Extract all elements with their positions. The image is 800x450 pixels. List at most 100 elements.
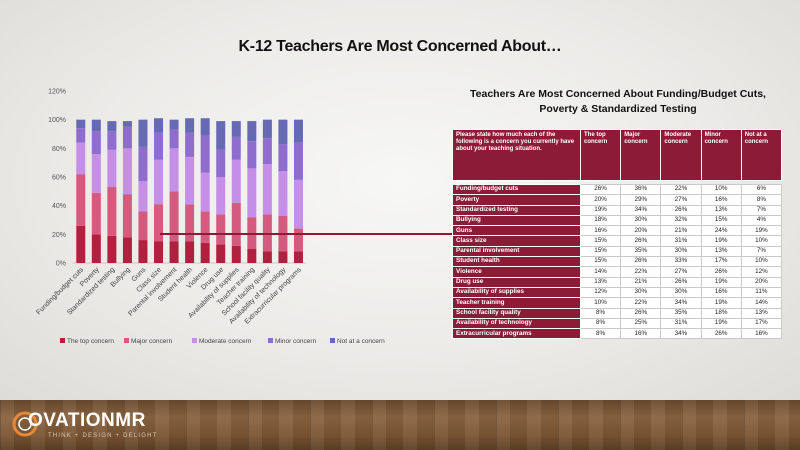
bar-segment bbox=[278, 251, 288, 263]
bar-segment bbox=[293, 179, 303, 229]
bar-segment bbox=[169, 241, 179, 263]
bar-segment bbox=[122, 126, 132, 149]
y-tick-label: 20% bbox=[52, 232, 66, 239]
table-cell-value: 31% bbox=[660, 317, 702, 330]
y-tick-label: 80% bbox=[52, 146, 66, 153]
table-cell-value: 17% bbox=[700, 256, 742, 268]
table-cell-value: 24% bbox=[700, 225, 742, 237]
table-header-not-a-concern: Not at a concern bbox=[740, 129, 783, 181]
bar-segment bbox=[185, 156, 195, 205]
logo-text: OVATIONMR bbox=[28, 410, 146, 431]
table-row-label: Standardized testing bbox=[452, 204, 581, 216]
bar-segment bbox=[293, 251, 303, 263]
table-cell-value: 34% bbox=[620, 204, 662, 216]
table-cell-value: 16% bbox=[740, 328, 783, 340]
table-header-minor-concern: Minor concern bbox=[700, 129, 742, 181]
table-row-label: Class size bbox=[452, 235, 581, 247]
bar-segment bbox=[169, 119, 179, 130]
table-cell-value: 30% bbox=[660, 286, 702, 299]
table-cell-value: 16% bbox=[620, 328, 662, 340]
table-cell-value: 19% bbox=[700, 235, 742, 247]
bar-segment bbox=[91, 234, 101, 263]
table-cell-value: 14% bbox=[579, 266, 622, 278]
bar-segment bbox=[138, 181, 148, 212]
table-cell-value: 21% bbox=[620, 276, 662, 288]
bar-segment bbox=[231, 159, 241, 203]
table-row: Extracurricular programs 8% 16% 34% 26% 16% bbox=[452, 328, 783, 340]
bar-segment bbox=[247, 141, 257, 169]
table-cell-value: 26% bbox=[620, 256, 662, 268]
bar-segment bbox=[262, 164, 272, 215]
legend-label: Moderate concern bbox=[199, 338, 252, 345]
table-cell-value: 30% bbox=[620, 214, 662, 227]
bar-segment bbox=[76, 174, 86, 226]
table-cell-value: 11% bbox=[740, 286, 783, 299]
bar-segment bbox=[200, 118, 210, 136]
wood-floor-decoration bbox=[0, 400, 800, 450]
table-row: Availability of technology 8% 25% 31% 19% 17% bbox=[452, 317, 783, 330]
bar-segment bbox=[247, 121, 257, 142]
bar-segment bbox=[154, 159, 164, 205]
logo-ring-icon bbox=[12, 411, 38, 437]
table-row: Violence 14% 22% 27% 26% 12% bbox=[452, 266, 783, 278]
bar-segment bbox=[91, 154, 101, 193]
table-cell-value: 16% bbox=[579, 225, 622, 237]
table-cell-value: 26% bbox=[660, 276, 702, 288]
table-cell-value: 13% bbox=[579, 276, 622, 288]
bar-segment bbox=[200, 135, 210, 173]
bar-segment bbox=[278, 171, 288, 216]
table-cell-value: 15% bbox=[579, 245, 622, 258]
bar-segment bbox=[154, 241, 164, 263]
table-cell-value: 25% bbox=[620, 317, 662, 330]
table-title: Teachers Are Most Concerned About Fundin… bbox=[448, 87, 788, 117]
table-row-label: Availability of technology bbox=[452, 317, 581, 330]
table-cell-value: 26% bbox=[700, 266, 742, 278]
table-row: Bullying 18% 30% 32% 15% 4% bbox=[452, 214, 783, 227]
y-tick-label: 0% bbox=[56, 261, 66, 268]
table-row: School facility quality 8% 26% 35% 18% 13% bbox=[452, 307, 783, 319]
table-cell-value: 15% bbox=[700, 214, 742, 227]
y-tick-label: 120% bbox=[48, 89, 66, 96]
bar-segment bbox=[216, 214, 226, 245]
table-cell-value: 12% bbox=[740, 266, 783, 278]
bar-segment bbox=[91, 131, 101, 155]
table-cell-value: 19% bbox=[700, 317, 742, 330]
table-cell-value: 15% bbox=[579, 235, 622, 247]
table-cell-value: 19% bbox=[579, 204, 622, 216]
table-cell-value: 19% bbox=[700, 297, 742, 309]
table-cell-value: 33% bbox=[660, 256, 702, 268]
bar-segment bbox=[76, 119, 86, 129]
table-row-label: Funding/budget cuts bbox=[452, 183, 581, 196]
bar-segment bbox=[76, 128, 86, 143]
bar-segment bbox=[231, 245, 241, 263]
table-cell-value: 10% bbox=[579, 297, 622, 309]
table-cell-value: 26% bbox=[700, 328, 742, 340]
table-cell-value: 4% bbox=[740, 214, 783, 227]
bar-segment bbox=[154, 204, 164, 242]
legend-label: The top concern bbox=[67, 338, 114, 345]
bar-segment bbox=[262, 251, 272, 263]
bar-segment bbox=[107, 131, 117, 150]
bar-segment bbox=[262, 119, 272, 139]
bar-segment bbox=[138, 119, 148, 147]
bar-segment bbox=[216, 244, 226, 263]
bar-segment bbox=[200, 172, 210, 212]
bar-segment bbox=[216, 177, 226, 215]
table-row-label: Guns bbox=[452, 225, 581, 237]
table-row-label: Drug use bbox=[452, 276, 581, 288]
table-title-line-1: Teachers Are Most Concerned About Fundin… bbox=[470, 88, 766, 100]
bar-segment bbox=[262, 214, 272, 252]
table-header-major-concern: Major concern bbox=[620, 129, 662, 181]
table-row: Funding/budget cuts 26% 36% 22% 10% 6% bbox=[452, 183, 783, 196]
bar-segment bbox=[107, 187, 117, 236]
table-cell-value: 13% bbox=[700, 204, 742, 216]
table-cell-value: 26% bbox=[660, 204, 702, 216]
table-cell-value: 26% bbox=[579, 183, 622, 196]
table-cell-value: 26% bbox=[620, 235, 662, 247]
table-cell-value: 20% bbox=[740, 276, 783, 288]
table-cell-value: 6% bbox=[740, 183, 783, 196]
table-cell-value: 32% bbox=[660, 214, 702, 227]
table-row-label: School facility quality bbox=[452, 307, 581, 319]
table-cell-value: 19% bbox=[740, 225, 783, 237]
bar-segment bbox=[247, 168, 257, 218]
